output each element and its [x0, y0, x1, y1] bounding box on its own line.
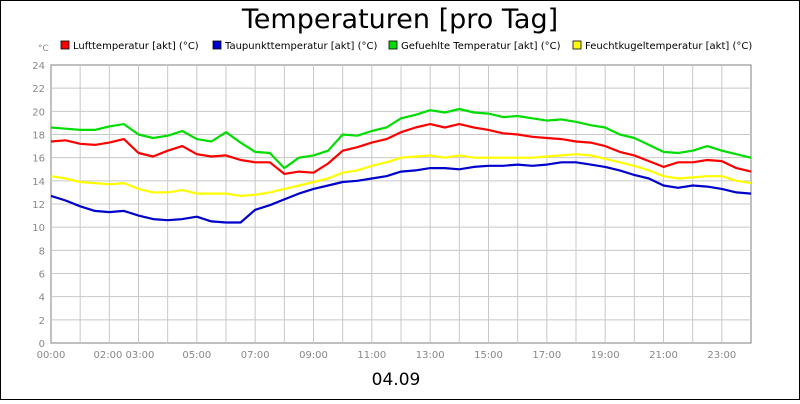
x-tick-label: 21:00 [649, 350, 678, 361]
y-tick-label: 6 [39, 270, 45, 281]
series-lines [50, 107, 752, 224]
legend-item: Lufttemperatur [akt] (°C) [60, 40, 199, 52]
legend-label: Feuchtkugeltemperatur [akt] (°C) [585, 41, 752, 52]
series-line [50, 122, 752, 175]
y-tick-label: 4 [39, 293, 45, 304]
y-tick-label: 18 [32, 131, 45, 142]
x-tick-label: 05:00 [182, 350, 211, 361]
y-tick-label: 12 [32, 200, 45, 211]
x-tick-label: 02:00 03:00 [94, 350, 155, 361]
x-tick-label: 23:00 [707, 350, 736, 361]
grid-lines [51, 65, 751, 343]
y-tick-label: 22 [32, 84, 45, 95]
x-tick-label: 00:00 [37, 350, 66, 361]
y-tick-label: 10 [32, 223, 45, 234]
legend-swatch [572, 40, 582, 50]
series-line [50, 161, 752, 224]
legend-label: Lufttemperatur [akt] (°C) [73, 41, 199, 52]
legend-label: Taupunkttemperatur [akt] (°C) [224, 41, 377, 52]
y-tick-label: 14 [32, 177, 45, 188]
y-tick-label: 16 [32, 154, 45, 165]
chart-title: Temperaturen [pro Tag] [241, 4, 558, 35]
y-unit-label: °C [38, 44, 49, 54]
x-tick-label: 07:00 [241, 350, 270, 361]
legend-swatch [388, 40, 398, 50]
y-tick-label: 8 [39, 246, 45, 257]
x-tick-label: 17:00 [532, 350, 561, 361]
series-line [50, 153, 752, 197]
legend: Lufttemperatur [akt] (°C) Taupunkttempera… [60, 40, 752, 52]
y-tick-label: 2 [39, 316, 45, 327]
legend-item: Feuchtkugeltemperatur [akt] (°C) [572, 40, 752, 52]
series-line [50, 107, 752, 170]
legend-item: Gefuehlte Temperatur [akt] (°C) [388, 40, 561, 52]
date-label: 04.09 [372, 370, 421, 390]
x-tick-label: 13:00 [416, 350, 445, 361]
x-tick-label: 11:00 [357, 350, 386, 361]
legend-item: Taupunkttemperatur [akt] (°C) [212, 40, 377, 52]
legend-swatch [212, 40, 222, 50]
x-tick-label: 19:00 [591, 350, 620, 361]
y-tick-label: 20 [32, 107, 45, 118]
legend-swatch [60, 40, 70, 50]
y-tick-label: 0 [39, 339, 45, 350]
x-tick-label: 15:00 [474, 350, 503, 361]
x-tick-labels: 00:00 02:00 03:00 05:00 07:00 09:00 11:00 13:0… [37, 350, 737, 361]
y-tick-label: 24 [32, 61, 45, 72]
legend-label: Gefuehlte Temperatur [akt] (°C) [401, 41, 561, 52]
x-tick-label: 09:00 [299, 350, 328, 361]
